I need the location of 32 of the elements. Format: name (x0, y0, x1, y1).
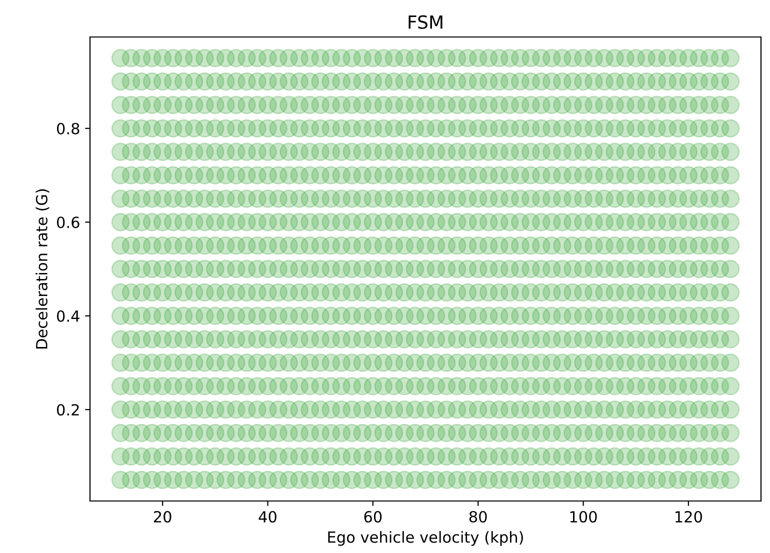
point (721, 306, 740, 326)
point (721, 142, 740, 162)
x-tick-label: 40 (258, 510, 276, 523)
point (721, 212, 740, 232)
y-tick-label: 0.8 (56, 122, 80, 134)
point (721, 260, 740, 278)
point (721, 330, 740, 349)
x-tick-label: 120 (676, 510, 702, 523)
point (721, 400, 740, 419)
point (721, 96, 740, 114)
y-tick-label: 0.4 (56, 310, 80, 322)
point (721, 48, 740, 68)
point (721, 189, 740, 208)
point (721, 166, 740, 184)
point (721, 119, 740, 138)
point (721, 447, 740, 466)
y-tick-label: 0.2 (56, 404, 79, 416)
x-tick-label: 100 (570, 510, 597, 523)
point (721, 424, 740, 442)
point (721, 470, 740, 490)
y-axis-title: Deceleration rate (G) (36, 189, 50, 349)
point (721, 376, 740, 396)
point (721, 72, 740, 91)
x-tick-label: 60 (364, 510, 382, 523)
x-axis-title: Ego vehicle velocity (kph) (328, 531, 523, 546)
point (721, 283, 740, 302)
point (721, 354, 740, 372)
x-tick-label: 20 (154, 510, 172, 523)
x-tick-label: 80 (469, 510, 487, 523)
y-tick-label: 0.6 (56, 216, 80, 228)
chart-title: FSM (408, 15, 442, 29)
point (721, 236, 740, 255)
